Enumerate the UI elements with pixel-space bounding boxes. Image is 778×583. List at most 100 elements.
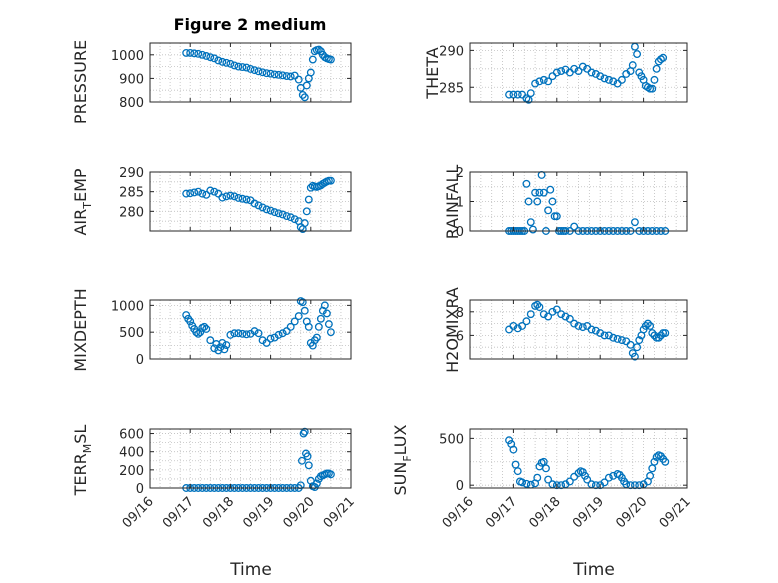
data-point [650,75,659,84]
data-point [308,55,317,64]
data-point [548,197,557,206]
data-point [648,84,657,93]
axes-box [469,428,688,489]
data-point [254,201,263,210]
data-point [312,333,321,342]
data-point [650,457,659,466]
data-point [254,67,263,76]
data-point [242,330,251,339]
ylabel-sun-flux-subscript: F [401,455,414,461]
data-point [657,331,665,340]
data-point [609,77,618,86]
data-point [522,317,531,326]
data-point [544,206,553,215]
data-point [600,74,609,83]
data-point [513,467,522,476]
data-point [648,329,657,337]
data-point [324,320,333,329]
axes-box [469,299,688,360]
data-point [316,314,325,323]
data-point [234,62,243,71]
data-point [300,219,309,228]
y-tick-label: 290 [439,44,464,59]
plot-area [470,43,687,102]
data-point [182,189,191,198]
data-point [526,310,535,319]
data-point [539,188,548,197]
data-point [194,329,203,338]
data-point [286,322,295,331]
data-point [535,188,544,197]
data-point [290,215,299,224]
data-point [661,329,670,337]
ylabel-air-temp-subscript: T [81,202,94,210]
ylabel-theta: THETA [423,47,442,99]
data-point [222,341,231,350]
data-point [513,324,522,333]
data-point [250,327,259,336]
data-point [190,49,199,58]
data-point [531,79,540,88]
ylabel-sun-flux-part1: SUN [391,462,410,496]
data-point [320,301,329,310]
data-point [591,326,600,335]
y-tick-label: 0 [456,225,464,240]
ylabel-sun-flux-part2: LUX [391,424,410,455]
data-point [544,77,553,86]
data-point [604,473,613,482]
data-point [613,334,622,343]
data-point [250,199,259,208]
y-tick-label: 900 [119,72,144,87]
y-tick-label: 6 [456,329,464,344]
subplot-rainfall: 0 1 2 [456,166,688,240]
data-point [198,50,207,59]
subplot-mixdepth: 0 500 1000 [111,297,352,368]
y-tick-label: 8 [456,306,464,321]
data-point [286,72,295,81]
data-point [528,225,537,234]
data-point [552,68,561,77]
data-point [314,322,323,331]
data-point [242,63,251,72]
data-point [290,71,299,80]
data-point [533,197,542,206]
y-tick-label: 290 [119,166,144,181]
data-point [522,479,531,488]
data-point [322,309,331,318]
data-point [509,322,518,330]
data-point [206,186,215,195]
y-tick-label: 285 [439,81,464,96]
data-point [202,325,211,333]
data-point [220,345,229,354]
data-point [326,470,335,479]
data-point [303,452,312,461]
data-point [294,75,303,84]
data-point [302,81,311,90]
data-point [222,192,231,201]
ylabel-h2omixra: H2OMIXRA [443,287,462,373]
data-point [535,303,544,312]
data-point [513,90,522,99]
data-point [300,427,309,436]
data-point [524,95,533,104]
data-point [587,325,596,334]
data-point [546,185,555,194]
data-point [262,69,271,78]
data-point [230,61,239,70]
data-point [561,312,570,321]
data-point [626,340,635,349]
y-tick-label: 500 [119,326,144,341]
data-point [522,179,531,188]
axes-box [149,428,352,489]
data-point [298,456,306,465]
data-point [230,192,239,201]
data-point [306,68,315,77]
data-point [600,478,609,487]
figure-title: Figure 2 medium [174,15,327,34]
data-point [646,471,655,480]
data-point [539,310,548,319]
data-point [300,93,309,102]
ylabel-mixdepth: MIXDEPTH [71,288,90,371]
data-point [314,45,323,54]
data-point [250,66,259,75]
